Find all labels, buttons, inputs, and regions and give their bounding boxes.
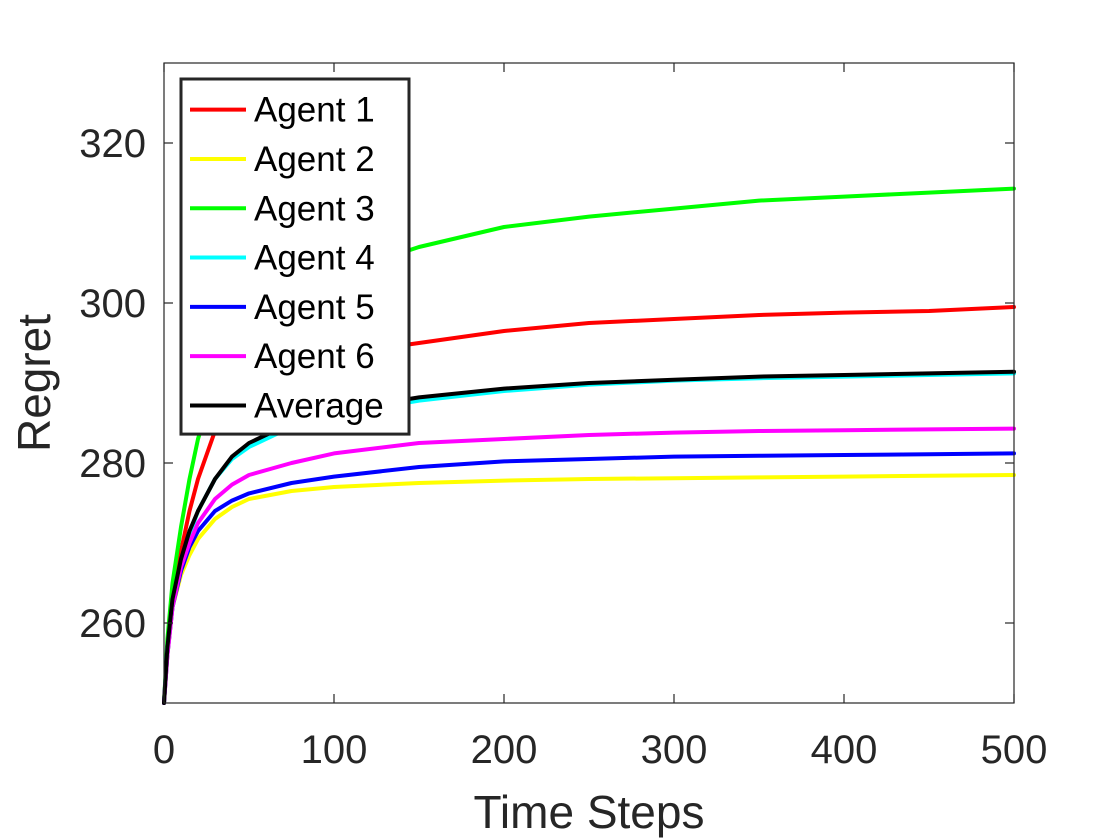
legend-label: Agent 2 [254, 140, 375, 179]
x-tick-label: 300 [641, 728, 708, 772]
legend-label: Agent 4 [254, 239, 375, 278]
legend-label: Agent 5 [254, 288, 375, 327]
legend-label: Agent 1 [254, 91, 375, 130]
plot-frame [163, 62, 1015, 704]
legend: Agent 1 Agent 2 Agent 3 Agent 4 Agent 5 Agent… [179, 77, 411, 436]
x-tick-label: 0 [153, 728, 175, 772]
legend-label: Agent 3 [254, 189, 375, 228]
x-axis-title: Time Steps [474, 786, 705, 838]
y-tick-label: 300 [79, 282, 146, 326]
y-tick-label: 280 [79, 442, 146, 486]
x-tick-label: 200 [471, 728, 538, 772]
x-tick-label: 100 [301, 728, 368, 772]
x-tick-label: 400 [811, 728, 878, 772]
legend-label: Agent 6 [254, 337, 375, 376]
y-tick-label: 320 [79, 122, 146, 166]
y-axis-title: Regret [8, 314, 60, 452]
x-tick-label: 500 [981, 728, 1048, 772]
ticks-layer: 0 100 200 300 400 500 260 280 300 320 [79, 63, 1047, 772]
y-tick-label: 260 [79, 602, 146, 646]
legend-label: Average [254, 386, 384, 425]
